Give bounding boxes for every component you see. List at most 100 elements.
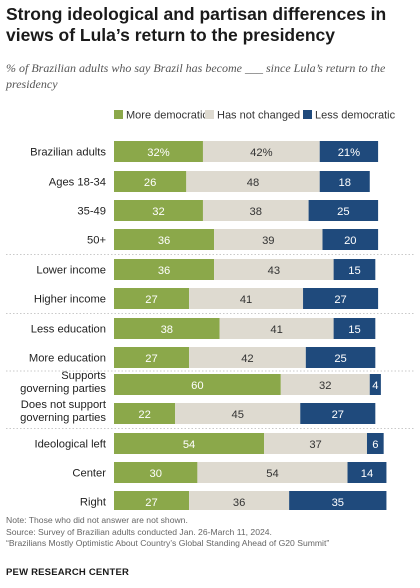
category-label-more-education: More education: [29, 353, 106, 365]
data-label-more-democratic-less-education: 38: [161, 324, 173, 336]
bar-less-democratic-less-education: [333, 318, 376, 339]
bar-less-democratic-lower-income: [333, 259, 376, 280]
bar-less-democratic-ages-18-34: [319, 171, 370, 192]
legend-label-less-democratic: Less democratic: [315, 110, 396, 122]
bar-has-not-changed-50: [214, 229, 323, 250]
data-label-more-democratic-higher-income: 27: [145, 294, 157, 306]
data-label-less-democratic-50: 20: [344, 235, 356, 247]
bar-less-democratic-more-education: [305, 347, 376, 368]
data-label-more-democratic-more-education: 27: [145, 353, 157, 365]
bar-more-democratic-brazilian-adults: [114, 141, 203, 162]
category-label-supports-governing-parties: Supports governing parties: [20, 370, 106, 395]
data-label-more-democratic-35-49: 32: [152, 206, 164, 218]
data-label-has-not-changed-right: 36: [233, 497, 245, 509]
data-label-more-democratic-right: 27: [145, 497, 157, 509]
chart-source: Source: Survey of Brazilian adults condu…: [6, 526, 272, 537]
bar-has-not-changed-does-not-support-governing-parties: [175, 403, 301, 424]
data-label-has-not-changed-lower-income: 43: [268, 265, 280, 277]
bar-has-not-changed-less-education: [219, 318, 334, 339]
category-label-center: Center: [72, 468, 106, 480]
data-label-has-not-changed-higher-income: 41: [240, 294, 252, 306]
category-label-higher-income: Higher income: [34, 294, 106, 306]
data-label-more-democratic-brazilian-adults: 32%: [147, 147, 169, 159]
data-label-less-democratic-more-education: 25: [334, 353, 346, 365]
data-label-less-democratic-right: 35: [332, 497, 344, 509]
category-label-less-education: Less education: [31, 324, 106, 336]
bar-has-not-changed-lower-income: [214, 259, 334, 280]
category-label-brazilian-adults: Brazilian adults: [30, 147, 106, 159]
report-title: “Brazilians Mostly Optimistic About Coun…: [6, 538, 330, 549]
bar-more-democratic-does-not-support-governing-parties: [114, 403, 176, 424]
data-label-more-democratic-ideological-left: 54: [183, 439, 195, 451]
bar-more-democratic-lower-income: [114, 259, 215, 280]
bar-less-democratic-does-not-support-governing-parties: [300, 403, 376, 424]
data-label-more-democratic-ages-18-34: 26: [144, 177, 156, 189]
legend-label-has-not-changed: Has not changed: [217, 110, 300, 122]
data-label-has-not-changed-center: 54: [266, 468, 278, 480]
stacked-bar-chart: More democratic Has not changed Less democ…: [6, 110, 414, 510]
data-label-less-democratic-higher-income: 27: [334, 294, 346, 306]
bar-has-not-changed-supports-governing-parties: [280, 374, 370, 395]
bar-less-democratic-higher-income: [303, 288, 379, 309]
category-label-50: 50+: [87, 235, 106, 247]
data-label-more-democratic-lower-income: 36: [158, 265, 170, 277]
bar-has-not-changed-right: [189, 491, 290, 510]
bar-less-democratic-ideological-left: [366, 433, 384, 454]
bar-more-democratic-right: [114, 491, 190, 510]
bar-more-democratic-ages-18-34: [114, 171, 187, 192]
data-label-more-democratic-50: 36: [158, 235, 170, 247]
data-label-less-democratic-supports-governing-parties: 4: [372, 380, 378, 392]
bar-more-democratic-ideological-left: [114, 433, 265, 454]
category-label-right: Right: [80, 497, 107, 509]
data-label-less-democratic-ages-18-34: 18: [339, 177, 351, 189]
bar-has-not-changed-ages-18-34: [186, 171, 320, 192]
category-label-lower-income: Lower income: [36, 265, 106, 277]
bar-more-democratic-center: [114, 462, 198, 483]
bar-more-democratic-50: [114, 229, 215, 250]
bar-has-not-changed-35-49: [202, 200, 309, 221]
data-label-less-democratic-center: 14: [361, 468, 373, 480]
data-label-less-democratic-less-education: 15: [348, 324, 360, 336]
bar-less-democratic-right: [289, 491, 387, 510]
data-label-less-democratic-lower-income: 15: [348, 265, 360, 277]
bar-less-democratic-supports-governing-parties: [369, 374, 381, 395]
data-label-has-not-changed-ideological-left: 37: [309, 439, 321, 451]
category-label-ages-18-34: Ages 18-34: [49, 177, 106, 189]
legend-swatch-more-democratic: [114, 110, 123, 119]
chart-note: Note: Those who did not answer are not s…: [6, 515, 188, 525]
legend-label-more-democratic: More democratic: [126, 110, 208, 122]
chart-title: Strong ideological and partisan differen…: [6, 4, 387, 45]
bar-more-democratic-supports-governing-parties: [114, 374, 281, 395]
bar-less-democratic-brazilian-adults: [319, 141, 379, 162]
bar-more-democratic-35-49: [114, 200, 203, 221]
data-label-less-democratic-does-not-support-governing-parties: 27: [332, 409, 344, 421]
data-label-less-democratic-brazilian-adults: 21%: [338, 147, 360, 159]
data-label-more-democratic-does-not-support-governing-parties: 22: [138, 409, 150, 421]
bar-has-not-changed-higher-income: [189, 288, 304, 309]
chart-footer: Note: Those who did not answer are not s…: [6, 515, 416, 550]
bar-has-not-changed-more-education: [189, 347, 306, 368]
bar-has-not-changed-ideological-left: [264, 433, 367, 454]
bar-less-democratic-50: [322, 229, 379, 250]
bar-more-democratic-higher-income: [114, 288, 190, 309]
legend-swatch-less-democratic: [303, 110, 312, 119]
data-label-has-not-changed-less-education: 41: [270, 324, 282, 336]
data-label-has-not-changed-35-49: 38: [250, 206, 262, 218]
data-label-more-democratic-supports-governing-parties: 60: [191, 380, 203, 392]
bar-has-not-changed-brazilian-adults: [202, 141, 320, 162]
data-label-has-not-changed-brazilian-adults: 42%: [250, 147, 272, 159]
data-label-less-democratic-35-49: 25: [337, 206, 349, 218]
category-label-35-49: 35-49: [77, 206, 106, 218]
bar-more-democratic-more-education: [114, 347, 190, 368]
pew-logo-text: PEW RESEARCH CENTER: [6, 567, 130, 578]
bar-has-not-changed-center: [197, 462, 348, 483]
bar-less-democratic-35-49: [308, 200, 379, 221]
category-label-does-not-support-governing-parties: Does not support governing parties: [20, 399, 107, 424]
data-label-has-not-changed-more-education: 42: [241, 353, 253, 365]
data-label-has-not-changed-ages-18-34: 48: [247, 177, 259, 189]
legend-swatch-has-not-changed: [205, 110, 214, 119]
data-label-more-democratic-center: 30: [149, 468, 161, 480]
data-label-less-democratic-ideological-left: 6: [372, 439, 378, 451]
data-label-has-not-changed-supports-governing-parties: 32: [319, 380, 331, 392]
bar-more-democratic-less-education: [114, 318, 220, 339]
